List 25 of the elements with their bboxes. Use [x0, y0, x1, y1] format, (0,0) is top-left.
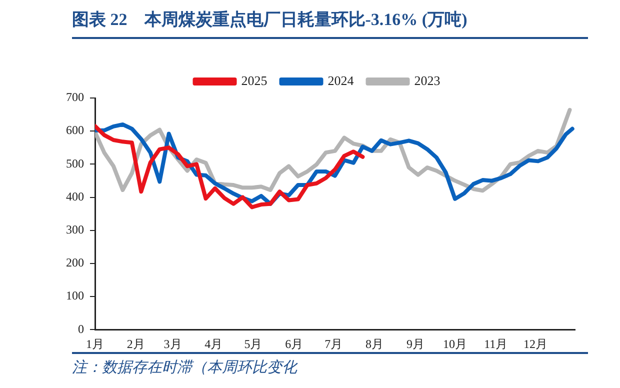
- x-tick-label: 5月: [244, 336, 262, 351]
- chart-title: 图表 22 本周煤炭重点电厂日耗量环比-3.16% (万吨): [72, 9, 468, 31]
- y-tick-label: 500: [66, 156, 84, 170]
- y-tick-label: 600: [66, 123, 84, 138]
- y-tick-label: 400: [66, 189, 84, 204]
- x-tick-label: 11月: [484, 336, 508, 351]
- y-tick-label: 200: [66, 256, 84, 270]
- legend-label: 2023: [414, 72, 440, 88]
- x-tick-label: 4月: [204, 336, 223, 351]
- x-tick-label: 6月: [285, 336, 304, 351]
- text: 注：数据存在时滞（本周环比变化: [72, 358, 297, 377]
- x-tick-label: 12月: [523, 336, 548, 351]
- y-tick-label: 700: [66, 90, 84, 104]
- y-tick-label: 0: [78, 322, 84, 336]
- x-tick-label: 8月: [366, 336, 384, 351]
- x-tick-label: 2月: [126, 336, 145, 351]
- y-tick-label: 300: [66, 222, 84, 236]
- y-tick-label: 100: [66, 288, 84, 303]
- x-tick-label: 7月: [324, 336, 343, 351]
- x-tick-label: 10月: [443, 336, 467, 351]
- legend-label: 2024: [328, 72, 354, 88]
- x-tick-label: 3月: [164, 336, 182, 351]
- x-tick-label: 1月: [86, 336, 104, 351]
- legend-label: 2025: [241, 72, 268, 88]
- x-tick-label: 9月: [406, 336, 424, 351]
